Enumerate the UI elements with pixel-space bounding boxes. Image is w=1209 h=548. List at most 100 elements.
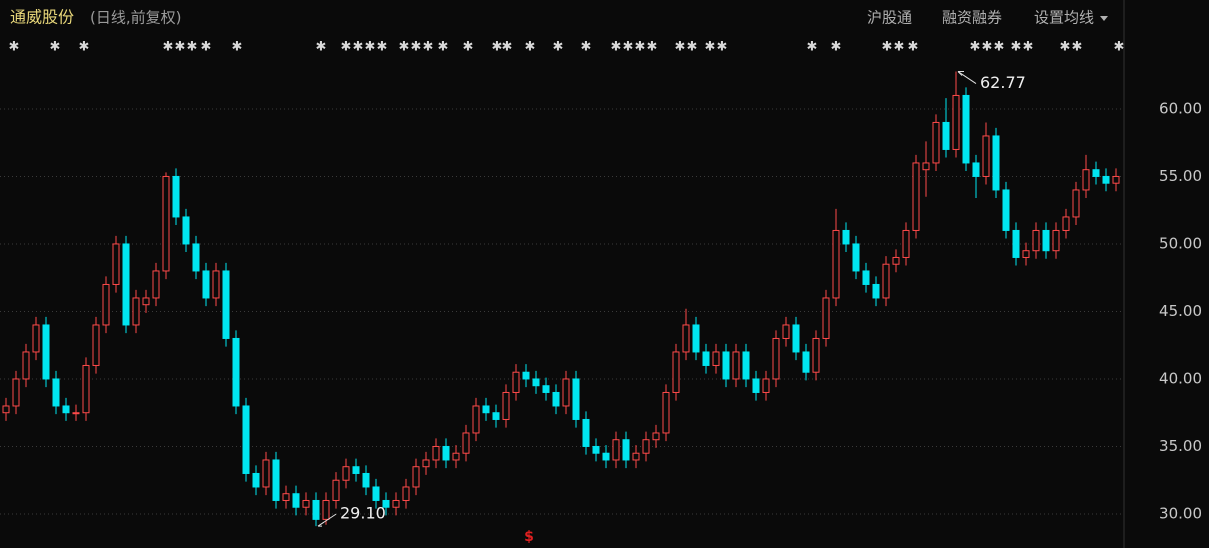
candle-body (352, 466, 360, 474)
candle-body (1062, 216, 1070, 231)
candle-body (462, 432, 470, 454)
event-icon: ✱ (525, 40, 536, 55)
event-icon: ✱ (175, 40, 186, 55)
candle-body (512, 371, 520, 393)
candle-body (972, 162, 980, 177)
candle-body (672, 351, 680, 393)
annotation-label: 29.10 (340, 504, 386, 523)
event-icon: ✱ (982, 40, 993, 55)
event-icon: ✱ (502, 40, 513, 55)
event-icon: ✱ (1011, 40, 1022, 55)
candle-body (452, 452, 460, 461)
candle-body (862, 270, 870, 285)
toolbar-button[interactable]: 沪股通 (867, 9, 912, 27)
candle-body (192, 243, 200, 272)
event-icon: ✱ (423, 40, 434, 55)
event-icon: ✱ (316, 40, 327, 55)
candle-body (92, 324, 100, 366)
candle-body (212, 270, 220, 299)
candle-body (562, 378, 570, 407)
candle-body (232, 337, 240, 407)
candle-body (602, 452, 610, 461)
candle-body (652, 432, 660, 441)
candle-body (142, 297, 150, 306)
event-icon: ✱ (581, 40, 592, 55)
candle-body (442, 445, 450, 461)
candle-body (922, 162, 930, 171)
candle-body (182, 216, 190, 245)
event-icon: ✱ (611, 40, 622, 55)
candle-body (432, 445, 440, 461)
candle-body (752, 378, 760, 393)
candle-body (1102, 175, 1110, 184)
y-tick-label: 50.00 (1159, 234, 1202, 252)
candle-body (502, 391, 510, 420)
y-tick-label: 45.00 (1159, 302, 1202, 320)
candle-body (1112, 175, 1120, 184)
candle-body (322, 499, 330, 520)
event-icon: ✱ (882, 40, 893, 55)
candle-body (242, 405, 250, 474)
candle-body (362, 472, 370, 488)
candle-body (872, 283, 880, 299)
event-icon: ✱ (9, 40, 20, 55)
candle-body (102, 283, 110, 326)
y-tick-label: 35.00 (1159, 437, 1202, 455)
candle-body (832, 229, 840, 299)
event-icon: ✱ (201, 40, 212, 55)
event-icon: ✱ (647, 40, 658, 55)
event-icon: ✱ (232, 40, 243, 55)
candle-body (402, 486, 410, 501)
event-icon: ✱ (635, 40, 646, 55)
candle-body (772, 337, 780, 380)
candle-body (282, 493, 290, 501)
dollar-marker: $ (524, 529, 534, 545)
dropdown-caret[interactable] (1100, 16, 1108, 21)
candle-body (22, 351, 30, 380)
candle-body (732, 351, 740, 380)
event-icon: ✱ (353, 40, 364, 55)
candle-body (202, 270, 210, 299)
toolbar-button[interactable]: 融资融券 (942, 9, 1002, 27)
candle-body (912, 162, 920, 231)
y-tick-label: 55.00 (1159, 167, 1202, 185)
candle-body (582, 418, 590, 447)
candle-body (952, 94, 960, 150)
candle-body (552, 391, 560, 407)
event-icon: ✱ (79, 40, 90, 55)
event-icon: ✱ (970, 40, 981, 55)
candle-body (342, 466, 350, 481)
toolbar-button[interactable]: 设置均线 (1034, 9, 1094, 27)
candle-body (2, 405, 10, 414)
candle-body (572, 378, 580, 420)
candle-body (112, 243, 120, 285)
candle-body (422, 459, 430, 468)
candle-body (312, 499, 320, 520)
candle-body (392, 499, 400, 508)
candle-body (522, 371, 530, 380)
candle-body (332, 479, 340, 501)
candle-body (132, 297, 140, 326)
candle-body (1082, 169, 1090, 191)
event-icon: ✱ (187, 40, 198, 55)
candle-body (12, 378, 20, 407)
candle-body (172, 175, 180, 218)
event-icon: ✱ (687, 40, 698, 55)
event-icon: ✱ (1072, 40, 1083, 55)
chart-title: 通威股份 (10, 8, 74, 27)
candle-body (662, 391, 670, 434)
candle-body (992, 135, 1000, 191)
candle-body (1052, 229, 1060, 252)
event-icon: ✱ (1114, 40, 1125, 55)
event-icon: ✱ (492, 40, 503, 55)
candle-body (932, 121, 940, 164)
candle-body (592, 445, 600, 454)
candle-body (1092, 169, 1100, 177)
candle-body (762, 378, 770, 393)
candle-body (382, 499, 390, 508)
candle-body (842, 229, 850, 245)
event-icon: ✱ (675, 40, 686, 55)
